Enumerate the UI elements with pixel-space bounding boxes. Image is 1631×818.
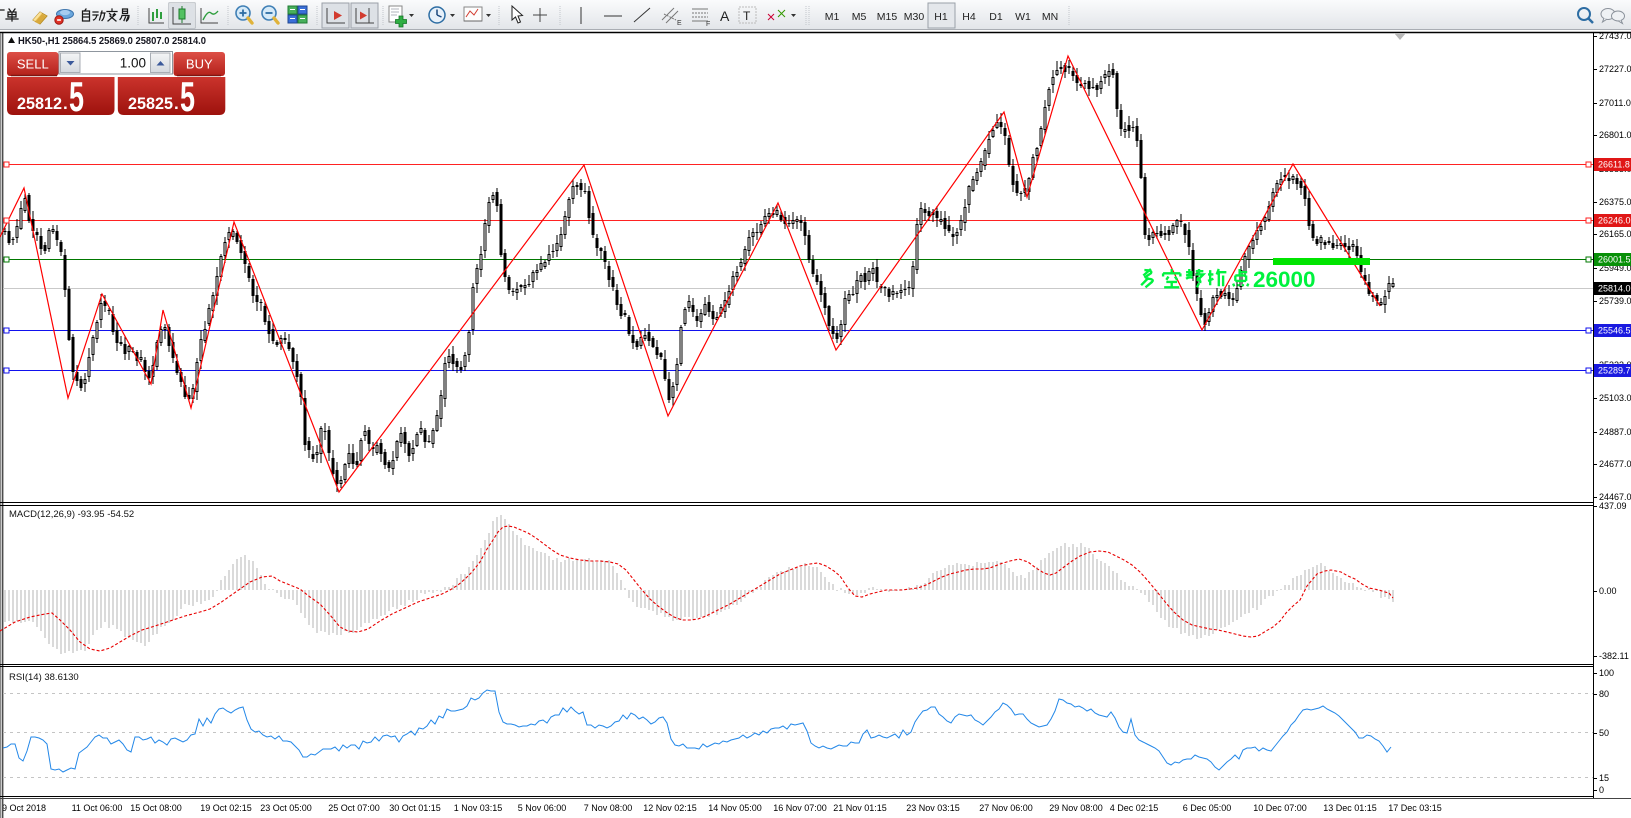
svg-text:30 Oct 01:15: 30 Oct 01:15 bbox=[389, 803, 441, 813]
svg-text:26246.0: 26246.0 bbox=[1598, 216, 1631, 226]
svg-text:SELL: SELL bbox=[17, 57, 49, 72]
svg-text:H1: H1 bbox=[934, 11, 948, 23]
svg-text:24467.0: 24467.0 bbox=[1599, 492, 1631, 502]
svg-text:15 Oct 08:00: 15 Oct 08:00 bbox=[130, 803, 182, 813]
svg-text:0.00: 0.00 bbox=[1599, 586, 1617, 596]
svg-text:-382.11: -382.11 bbox=[1599, 651, 1629, 661]
svg-text:9 Oct 2018: 9 Oct 2018 bbox=[2, 803, 46, 813]
svg-text:F: F bbox=[706, 21, 710, 28]
svg-text:H4: H4 bbox=[962, 11, 976, 23]
svg-text:25949.0: 25949.0 bbox=[1599, 263, 1631, 273]
svg-text:26000: 26000 bbox=[1253, 267, 1316, 292]
svg-text:BUY: BUY bbox=[186, 57, 213, 72]
svg-text:26611.8: 26611.8 bbox=[1598, 160, 1630, 170]
svg-text:10 Dec 07:00: 10 Dec 07:00 bbox=[1253, 803, 1307, 813]
svg-text:T: T bbox=[743, 9, 751, 23]
svg-text:100: 100 bbox=[1599, 668, 1614, 678]
svg-text:.: . bbox=[63, 94, 68, 113]
svg-text:50: 50 bbox=[1599, 728, 1609, 738]
svg-text:7 Nov 08:00: 7 Nov 08:00 bbox=[584, 803, 633, 813]
svg-text:24887.0: 24887.0 bbox=[1599, 427, 1631, 437]
svg-text:RSI(14) 38.6130: RSI(14) 38.6130 bbox=[9, 672, 79, 683]
svg-text:11 Oct 06:00: 11 Oct 06:00 bbox=[72, 803, 123, 813]
svg-text:MACD(12,26,9) -93.95 -54.52: MACD(12,26,9) -93.95 -54.52 bbox=[9, 509, 134, 520]
svg-text:17 Dec 03:15: 17 Dec 03:15 bbox=[1388, 803, 1442, 813]
svg-text:23 Nov 03:15: 23 Nov 03:15 bbox=[906, 803, 960, 813]
svg-text:MN: MN bbox=[1042, 11, 1058, 23]
svg-text:25825: 25825 bbox=[128, 94, 173, 113]
svg-text:21 Nov 01:15: 21 Nov 01:15 bbox=[833, 803, 887, 813]
svg-text:4 Dec 02:15: 4 Dec 02:15 bbox=[1110, 803, 1159, 813]
svg-text:M5: M5 bbox=[852, 11, 867, 23]
svg-text:437.09: 437.09 bbox=[1599, 501, 1627, 511]
svg-text:14 Nov 05:00: 14 Nov 05:00 bbox=[708, 803, 762, 813]
svg-text:5 Nov 06:00: 5 Nov 06:00 bbox=[518, 803, 567, 813]
svg-text:25812: 25812 bbox=[17, 94, 62, 113]
svg-text:27227.0: 27227.0 bbox=[1599, 64, 1631, 74]
svg-text:26165.0: 26165.0 bbox=[1599, 229, 1631, 239]
svg-text:25546.5: 25546.5 bbox=[1598, 326, 1631, 336]
svg-text:25 Oct 07:00: 25 Oct 07:00 bbox=[328, 803, 380, 813]
svg-text:24677.0: 24677.0 bbox=[1599, 459, 1631, 469]
svg-text:26375.0: 26375.0 bbox=[1599, 197, 1631, 207]
svg-text:25814.0: 25814.0 bbox=[1598, 284, 1631, 294]
svg-text:13 Dec 01:15: 13 Dec 01:15 bbox=[1323, 803, 1377, 813]
svg-text:5: 5 bbox=[69, 73, 84, 120]
svg-text:26801.0: 26801.0 bbox=[1599, 130, 1631, 140]
svg-text:25739.0: 25739.0 bbox=[1599, 296, 1631, 306]
svg-text:HK50-,H1 25864.5 25869.0 2580: HK50-,H1 25864.5 25869.0 25807.0 25814.0 bbox=[18, 35, 206, 47]
svg-text:27 Nov 06:00: 27 Nov 06:00 bbox=[979, 803, 1033, 813]
svg-text:A: A bbox=[720, 8, 730, 24]
svg-text:1.00: 1.00 bbox=[120, 56, 146, 71]
svg-text:.: . bbox=[174, 94, 179, 113]
svg-text:27437.0: 27437.0 bbox=[1599, 31, 1631, 41]
svg-text:12 Nov 02:15: 12 Nov 02:15 bbox=[643, 803, 697, 813]
svg-text:27011.0: 27011.0 bbox=[1599, 98, 1631, 108]
svg-text:26001.5: 26001.5 bbox=[1598, 255, 1631, 265]
svg-text:23 Oct 05:00: 23 Oct 05:00 bbox=[260, 803, 312, 813]
svg-text:E: E bbox=[677, 20, 682, 27]
svg-text:15: 15 bbox=[1599, 773, 1609, 783]
svg-text:25103.0: 25103.0 bbox=[1599, 393, 1631, 403]
svg-text:M1: M1 bbox=[825, 11, 840, 23]
svg-text:29 Nov 08:00: 29 Nov 08:00 bbox=[1049, 803, 1103, 813]
svg-text:19 Oct 02:15: 19 Oct 02:15 bbox=[200, 803, 252, 813]
svg-text:1 Nov 03:15: 1 Nov 03:15 bbox=[454, 803, 503, 813]
svg-text:0: 0 bbox=[1599, 785, 1604, 795]
svg-text:6 Dec 05:00: 6 Dec 05:00 bbox=[1183, 803, 1232, 813]
svg-text:D1: D1 bbox=[989, 11, 1003, 23]
svg-text:80: 80 bbox=[1599, 689, 1609, 699]
svg-text:16 Nov 07:00: 16 Nov 07:00 bbox=[773, 803, 827, 813]
svg-text:M15: M15 bbox=[877, 11, 898, 23]
svg-text:M30: M30 bbox=[904, 11, 925, 23]
svg-text:W1: W1 bbox=[1015, 11, 1031, 23]
svg-text:25289.7: 25289.7 bbox=[1598, 366, 1631, 376]
svg-text:5: 5 bbox=[180, 73, 195, 120]
